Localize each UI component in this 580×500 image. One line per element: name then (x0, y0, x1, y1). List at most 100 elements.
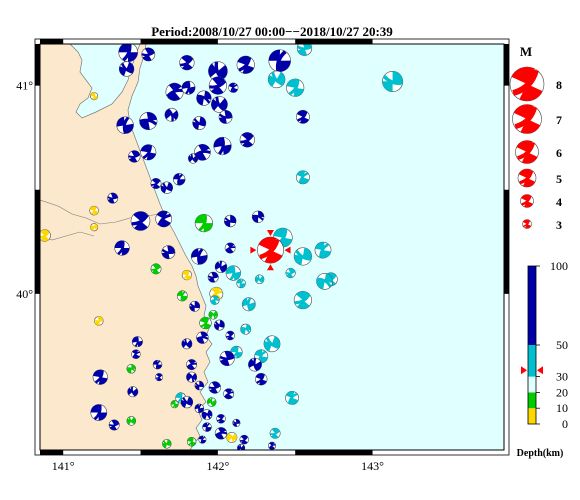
lat-tick-label: 41° (16, 79, 33, 93)
event-beachball (202, 422, 212, 432)
focal-mechanism-events (40, 44, 404, 450)
event-beachball (107, 192, 119, 204)
event-beachball (213, 136, 232, 156)
event-beachball (254, 274, 265, 285)
event-beachball (127, 386, 139, 398)
event-beachball (130, 211, 151, 231)
depth-tick-label: 20 (556, 385, 568, 399)
depth-band (528, 345, 536, 377)
depth-marker-right (537, 366, 543, 375)
magnitude-legend-label: 8 (556, 78, 562, 92)
event-beachball (285, 267, 296, 279)
event-beachball (139, 111, 158, 131)
event-beachball (186, 436, 197, 447)
frame-outer (34, 38, 510, 456)
magnitude-legend-ball (522, 219, 532, 229)
event-beachball (155, 210, 173, 228)
magnitude-legend-label: 7 (556, 113, 562, 127)
event-beachball (296, 44, 313, 56)
magnitude-legend-label: 3 (556, 218, 562, 232)
latitude-labels: 41° 40° (16, 79, 33, 301)
event-beachball (224, 214, 237, 228)
event-beachball (165, 82, 184, 101)
event-beachball (218, 110, 233, 124)
event-beachball (211, 96, 228, 113)
event-beachball (213, 319, 225, 331)
event-beachball (216, 414, 226, 424)
event-beachball (181, 270, 192, 281)
frame-tick-right (504, 44, 509, 86)
event-beachball (194, 214, 213, 233)
frame-border (34, 38, 510, 456)
frame-tick-top (140, 39, 218, 44)
magnitude-legend-ball (520, 194, 534, 208)
event-beachball (181, 338, 193, 350)
event-beachball (116, 116, 134, 134)
map-area (40, 44, 504, 450)
event-beachball (90, 92, 99, 101)
event-beachball (194, 403, 205, 414)
event-beachball (141, 47, 156, 62)
event-beachball (267, 441, 277, 450)
event-beachball (194, 380, 205, 391)
event-beachball (201, 409, 213, 421)
event-beachball (194, 143, 211, 161)
depth-tick-label: 30 (556, 370, 568, 384)
depth-tick-label: 100 (550, 259, 568, 273)
event-beachball (186, 371, 198, 383)
event-beachball (293, 247, 312, 266)
event-beachball (225, 330, 235, 341)
frame-tick-bottom (140, 450, 218, 455)
event-beachball (208, 76, 227, 95)
depth-tick-label: 0 (562, 417, 568, 431)
event-beachball (155, 373, 164, 382)
event-beachball (207, 271, 219, 283)
event-beachball (126, 416, 137, 426)
event-beachball (131, 336, 143, 348)
event-beachball (180, 395, 194, 409)
lon-tick-label: 141° (52, 459, 75, 473)
event-beachball (150, 178, 162, 189)
event-beachball (208, 309, 218, 320)
depth-legend-title: Depth(km) (517, 448, 564, 459)
event-beachball (208, 381, 221, 394)
event-beachball (126, 364, 137, 374)
event-beachball (199, 316, 212, 330)
magnitude-legend-label: 4 (556, 195, 562, 209)
main-event-marker (266, 264, 274, 271)
frame-tick-bottom (295, 450, 373, 455)
event-beachball (173, 173, 186, 186)
event-beachball (189, 300, 201, 312)
event-beachball (248, 357, 262, 372)
event-beachball (90, 404, 108, 421)
event-beachball (192, 116, 207, 130)
event-beachball (140, 144, 157, 161)
event-beachball (295, 170, 310, 185)
main-event-marker (284, 246, 291, 254)
event-beachball (236, 55, 255, 74)
event-beachball (214, 260, 228, 273)
depth-band (528, 408, 536, 424)
magnitude-legend: 8 7 6 5 4 3 (509, 66, 562, 232)
frame-tick-left (35, 44, 40, 86)
event-beachball (190, 248, 208, 265)
main-event-beachball (257, 236, 284, 264)
frame-tick-right (504, 189, 509, 294)
event-beachball (285, 390, 300, 405)
event-beachball (239, 434, 249, 445)
event-beachball (176, 290, 188, 302)
event-beachball (108, 419, 120, 431)
frame-tick-top (295, 39, 373, 44)
event-beachball (92, 369, 108, 385)
event-beachball (255, 373, 268, 386)
event-beachball (162, 439, 172, 449)
event-beachball (196, 90, 212, 106)
event-beachball (251, 210, 265, 223)
event-beachball (170, 400, 179, 409)
event-beachball (164, 107, 179, 122)
event-beachball (214, 427, 228, 440)
depth-band (528, 376, 536, 393)
event-beachball (223, 388, 235, 400)
event-beachball (206, 397, 217, 407)
